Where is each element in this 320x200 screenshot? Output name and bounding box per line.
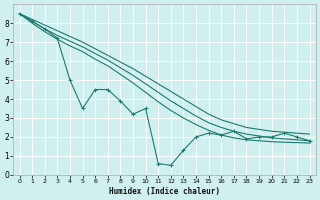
X-axis label: Humidex (Indice chaleur): Humidex (Indice chaleur): [109, 187, 220, 196]
